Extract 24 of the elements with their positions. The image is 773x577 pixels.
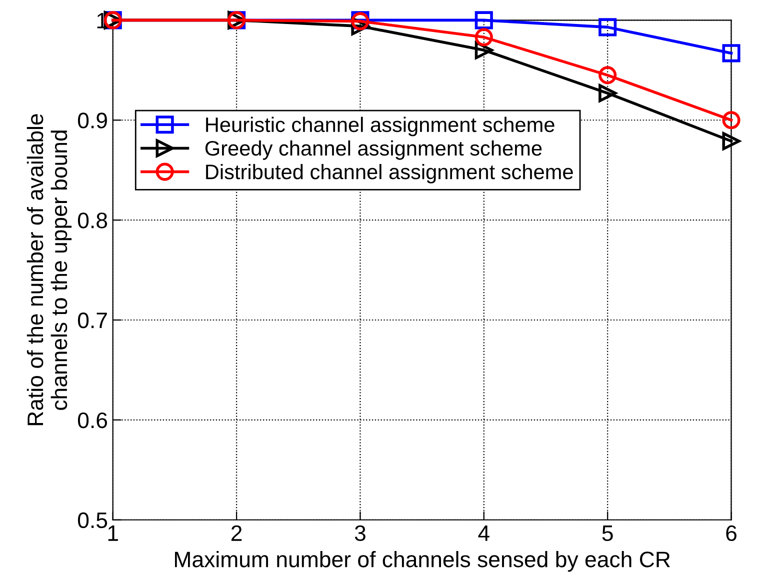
y-axis-title: Ratio of the number of available channels to the upper bound	[26, 114, 72, 426]
y-tick-label: 0.6	[78, 412, 108, 428]
legend-label: Heuristic channel assignment scheme	[206, 116, 554, 136]
point	[598, 66, 617, 84]
legend-label: Distributed channel assignment scheme	[206, 164, 573, 184]
x-axis-title: Maximum number of channels sensed by each CR	[175, 551, 670, 572]
x-tick-label: 4	[478, 526, 490, 541]
x-tick-label: 5	[602, 526, 613, 542]
y-tick-label: 0.9	[78, 112, 107, 128]
point	[474, 28, 493, 46]
point	[598, 84, 617, 102]
x-tick-label: 2	[231, 525, 242, 541]
y-tick-label: 0.8	[78, 212, 108, 228]
point	[722, 132, 740, 150]
x-tick-label: 3	[354, 525, 366, 542]
point	[722, 44, 740, 62]
legend-label: Greedy channel assignment scheme	[205, 140, 542, 160]
point	[722, 111, 740, 130]
point	[598, 18, 617, 36]
x-tick-label: 1	[108, 526, 118, 541]
y-tick-label: 0.5	[78, 512, 108, 528]
y-tick-label: 0.7	[78, 312, 107, 328]
point	[474, 11, 493, 30]
x-tick-label: 6	[726, 525, 736, 542]
